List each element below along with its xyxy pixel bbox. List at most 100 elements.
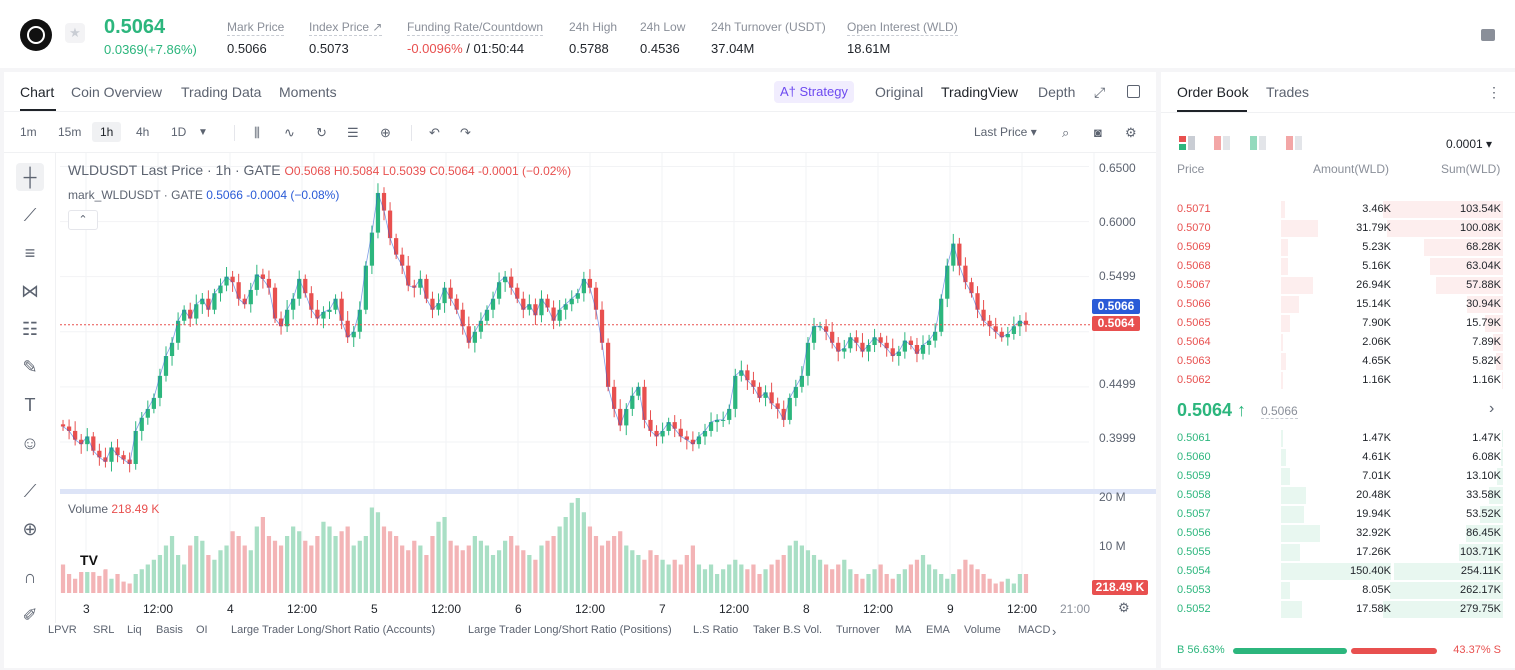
stat-funding-rate[interactable]: Funding Rate/Countdown -0.0096% / 01:50:… <box>407 18 544 56</box>
ask-row[interactable]: 0.5064 2.06K 7.89K <box>1161 333 1515 352</box>
indicator-lt-positions[interactable]: Large Trader Long/Short Ratio (Positions… <box>468 624 672 636</box>
indicators-icon[interactable]: ∿ <box>284 125 295 140</box>
redo-icon[interactable]: ↷ <box>460 125 471 140</box>
indicator-basis[interactable]: Basis <box>156 624 183 636</box>
ask-row[interactable]: 0.5070 31.79K 100.08K <box>1161 219 1515 238</box>
indicators-next-icon[interactable]: › <box>1052 624 1057 639</box>
timeframe-1h[interactable]: 1h <box>92 122 122 142</box>
view-depth[interactable]: Depth <box>1038 84 1076 100</box>
timeframe-dropdown-icon[interactable]: ▼ <box>198 127 208 138</box>
horizontal-lines-icon[interactable]: ≡ <box>24 243 36 263</box>
candle-type-icon[interactable]: ⫼ <box>254 125 260 140</box>
ask-row[interactable]: 0.5066 15.14K 30.94K <box>1161 295 1515 314</box>
tab-coin-overview[interactable]: Coin Overview <box>71 84 163 100</box>
tab-trades[interactable]: Trades <box>1266 84 1310 100</box>
view-original[interactable]: Original <box>875 84 924 100</box>
add-indicator-icon[interactable]: ⊕ <box>380 125 391 140</box>
volume-bar <box>91 572 96 593</box>
emoji-icon[interactable]: ☺ <box>20 433 40 453</box>
indicator-liq[interactable]: Liq <box>127 624 142 636</box>
ask-row[interactable]: 0.5071 3.46K 103.54K <box>1161 200 1515 219</box>
fibonacci-icon[interactable]: ☷ <box>21 319 39 339</box>
strategy-button[interactable]: A† Strategy <box>774 81 854 103</box>
ruler-icon[interactable]: ⟋ <box>23 481 37 501</box>
indicator-volume[interactable]: Volume <box>964 624 1001 636</box>
volume-bar <box>848 569 853 593</box>
view-bids-icon[interactable] <box>1250 136 1266 150</box>
bid-row[interactable]: 0.5054 150.40K 254.11K <box>1161 562 1515 581</box>
trendline-icon[interactable]: ⟋ <box>23 205 37 225</box>
indicator-srl[interactable]: SRL <box>93 624 115 636</box>
candle-body <box>945 265 950 299</box>
timeframe-15m[interactable]: 15m <box>58 125 82 139</box>
indicator-taker-vol[interactable]: Taker B.S Vol. <box>753 624 823 636</box>
indicator-oi[interactable]: OI <box>196 624 208 636</box>
bid-row[interactable]: 0.5052 17.58K 279.75K <box>1161 600 1515 619</box>
tab-trading-data[interactable]: Trading Data <box>181 84 262 100</box>
bid-row[interactable]: 0.5060 4.61K 6.08K <box>1161 448 1515 467</box>
favorite-star-icon[interactable]: ★ <box>65 23 85 43</box>
indicator-macd[interactable]: MACD <box>1018 624 1051 636</box>
tab-chart[interactable]: Chart <box>20 84 55 100</box>
indicator-ma[interactable]: MA <box>895 624 912 636</box>
view-asks-icon[interactable] <box>1214 136 1230 150</box>
bid-row[interactable]: 0.5061 1.47K 1.47K <box>1161 429 1515 448</box>
bid-row[interactable]: 0.5056 32.92K 86.45K <box>1161 524 1515 543</box>
tab-order-book[interactable]: Order Book <box>1177 84 1249 100</box>
search-icon[interactable]: ⌕ <box>1062 125 1070 140</box>
refresh-icon[interactable]: ↻ <box>316 125 327 140</box>
chevron-right-icon[interactable]: › <box>1489 400 1495 417</box>
view-depth-icon[interactable] <box>1286 136 1302 150</box>
indicator-turnover[interactable]: Turnover <box>836 624 880 636</box>
precision-select[interactable]: 0.0001 ▾ <box>1446 137 1493 151</box>
stat-open-interest[interactable]: Open Interest (WLD) 18.61M <box>847 18 958 56</box>
pencil-lock-icon[interactable]: ✐ <box>22 605 38 625</box>
ask-row[interactable]: 0.5069 5.23K 68.28K <box>1161 238 1515 257</box>
timeframe-4h[interactable]: 4h <box>136 125 150 139</box>
view-tradingview[interactable]: TradingView <box>941 84 1019 100</box>
ask-row[interactable]: 0.5062 1.16K 1.16K <box>1161 371 1515 390</box>
price-type-select[interactable]: Last Price ▾ <box>974 125 1037 139</box>
undo-icon[interactable]: ↶ <box>429 125 440 140</box>
ask-row[interactable]: 0.5065 7.90K 15.79K <box>1161 314 1515 333</box>
pattern-icon[interactable]: ⋈ <box>21 281 39 301</box>
more-options-icon[interactable]: ⋮ <box>1487 84 1501 100</box>
candle-body <box>866 344 871 352</box>
bid-row[interactable]: 0.5055 17.26K 103.71K <box>1161 543 1515 562</box>
crosshair-icon[interactable]: ┼ <box>16 163 44 191</box>
templates-icon[interactable]: ☰ <box>347 125 359 140</box>
guide-book-icon[interactable] <box>1481 29 1495 41</box>
indicator-ema[interactable]: EMA <box>926 624 950 636</box>
fullscreen-icon[interactable] <box>1127 85 1140 98</box>
collapse-legend-button[interactable]: ⌃ <box>68 210 98 230</box>
magnet-icon[interactable]: ∩ <box>23 567 37 587</box>
brush-icon[interactable]: ✎ <box>22 357 38 377</box>
ask-row[interactable]: 0.5063 4.65K 5.82K <box>1161 352 1515 371</box>
candlestick-chart[interactable] <box>4 153 1156 623</box>
indicator-lpvr[interactable]: LPVR <box>48 624 77 636</box>
bid-row[interactable]: 0.5059 7.01K 13.10K <box>1161 467 1515 486</box>
text-tool-icon[interactable]: T <box>24 395 36 415</box>
stat-index-price[interactable]: Index Price ↗ 0.5073 <box>309 18 383 56</box>
view-both-icon[interactable] <box>1179 136 1195 150</box>
ask-row[interactable]: 0.5067 26.94K 57.88K <box>1161 276 1515 295</box>
settings-gear-icon[interactable]: ⚙ <box>1125 125 1137 140</box>
chart-settings-icon[interactable]: ⚙ <box>1118 600 1130 615</box>
volume-bar <box>690 545 695 593</box>
bid-row[interactable]: 0.5053 8.05K 262.17K <box>1161 581 1515 600</box>
chart-tabs: Chart Coin Overview Trading Data Moments… <box>4 72 1156 112</box>
x-tick: 7 <box>659 602 666 616</box>
stat-mark-price[interactable]: Mark Price 0.5066 <box>227 18 285 56</box>
camera-icon[interactable]: ◙ <box>1094 125 1102 140</box>
timeframe-1d[interactable]: 1D <box>171 125 187 139</box>
zoom-in-icon[interactable]: ⊕ <box>22 519 38 539</box>
tab-moments[interactable]: Moments <box>279 84 337 100</box>
ask-row[interactable]: 0.5068 5.16K 63.04K <box>1161 257 1515 276</box>
candle-body <box>557 309 562 321</box>
indicator-ls-ratio[interactable]: L.S Ratio <box>693 624 739 636</box>
timeframe-1m[interactable]: 1m <box>20 125 37 139</box>
bid-row[interactable]: 0.5057 19.94K 53.52K <box>1161 505 1515 524</box>
indicator-lt-accounts[interactable]: Large Trader Long/Short Ratio (Accounts) <box>231 624 436 636</box>
bid-row[interactable]: 0.5058 20.48K 33.58K <box>1161 486 1515 505</box>
expand-icon[interactable]: ⤢ <box>1094 84 1106 100</box>
